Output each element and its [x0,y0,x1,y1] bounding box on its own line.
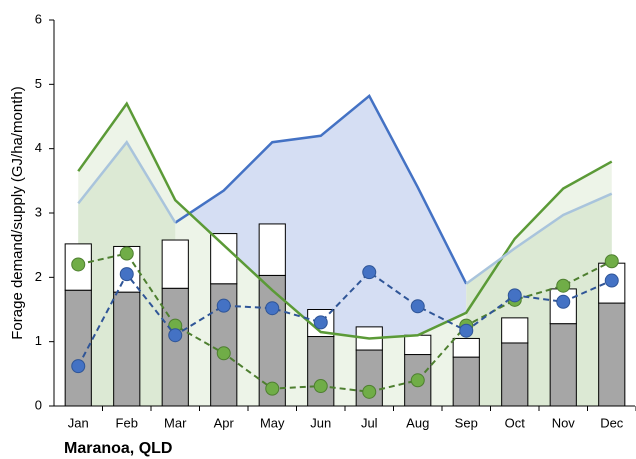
bar [452,337,480,358]
x-tick-label: Aug [406,415,429,430]
dot [119,246,134,261]
x-tick-label: Feb [116,415,138,430]
bar [307,336,335,407]
dot [216,346,231,361]
dot [313,379,328,394]
bar [598,302,626,407]
dot [556,294,571,309]
bar [258,223,286,276]
bar [210,233,238,285]
bar [598,262,626,304]
line [174,93,468,285]
dot [604,273,619,288]
dot [459,323,474,338]
y-tick-label: 3 [35,204,42,219]
dot [265,301,280,316]
dot [410,373,425,388]
y-tick-label: 4 [35,140,42,155]
x-axis-label: Maranoa, QLD [64,440,172,457]
bar [161,239,189,289]
y-tick-label: 5 [35,76,42,91]
dot [507,288,522,303]
y-tick-label: 2 [35,269,42,284]
y-axis-label: Forage demand/supply (GJ/ha/month) [9,86,26,339]
dot [216,298,231,313]
bar [501,342,529,407]
x-tick-label: Apr [214,415,235,430]
dot [168,328,183,343]
dot [313,315,328,330]
x-tick-label: Jun [310,415,331,430]
line [78,252,613,393]
line [77,101,613,340]
x-tick-label: Mar [164,415,187,430]
x-tick-label: Jan [68,415,89,430]
dot [362,265,377,280]
dot [265,381,280,396]
x-tick-label: Oct [505,415,526,430]
x-tick-label: Dec [600,415,624,430]
x-tick-label: May [260,415,285,430]
y-tick-label: 1 [35,333,42,348]
bar [549,323,577,407]
bar [161,287,189,407]
bar [113,291,141,407]
y-tick-label: 0 [35,397,42,412]
y-tick-label: 6 [35,11,42,26]
bar [452,356,480,407]
dot [604,254,619,269]
dot [556,278,571,293]
dot [71,257,86,272]
line [77,140,613,285]
dot [71,359,86,374]
x-tick-label: Sep [455,415,478,430]
dot [362,384,377,399]
bar [501,317,529,344]
dot [410,299,425,314]
x-tick-label: Nov [552,415,576,430]
bar [404,334,432,356]
line [77,270,613,367]
dot [119,267,134,282]
x-tick-label: Jul [361,415,378,430]
